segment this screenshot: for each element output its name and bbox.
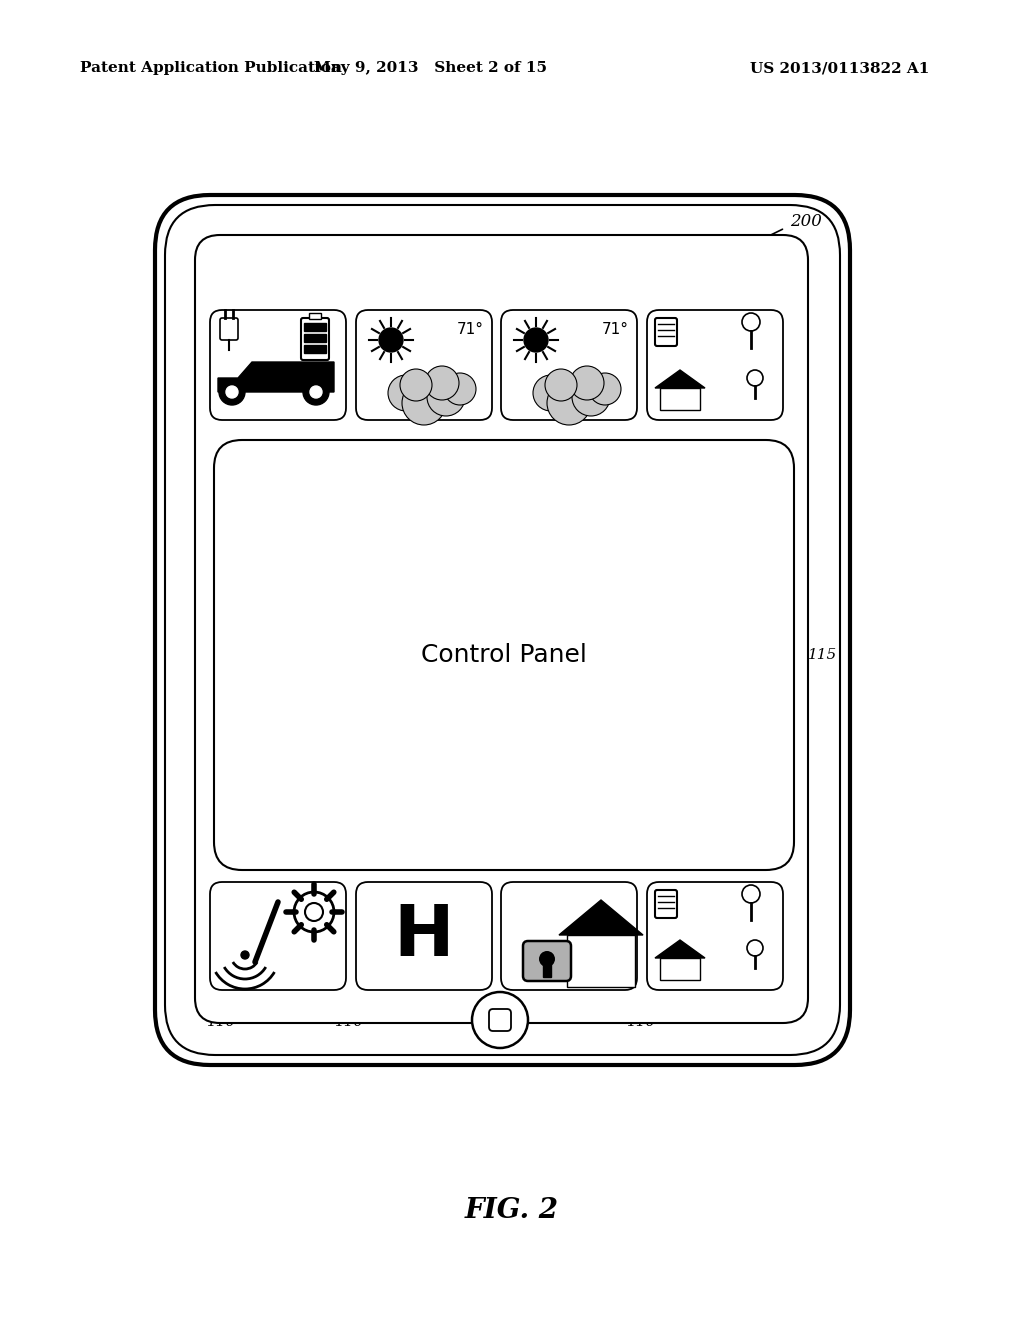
Circle shape [388, 375, 424, 411]
Text: 71°: 71° [457, 322, 484, 337]
Polygon shape [655, 940, 705, 958]
Text: 110: 110 [208, 1015, 237, 1030]
Circle shape [305, 903, 323, 921]
Circle shape [402, 381, 446, 425]
Text: Patent Application Publication: Patent Application Publication [80, 61, 342, 75]
Polygon shape [543, 960, 551, 977]
FancyBboxPatch shape [210, 882, 346, 990]
FancyBboxPatch shape [647, 882, 783, 990]
Circle shape [746, 370, 763, 385]
FancyBboxPatch shape [660, 388, 700, 411]
Text: 110: 110 [556, 248, 586, 261]
Text: US 2013/0113822 A1: US 2013/0113822 A1 [751, 61, 930, 75]
Polygon shape [304, 345, 326, 352]
FancyBboxPatch shape [220, 318, 238, 341]
Text: 110: 110 [282, 264, 311, 279]
Circle shape [539, 950, 555, 968]
Text: 110: 110 [695, 246, 724, 260]
Circle shape [310, 385, 322, 399]
Circle shape [226, 385, 238, 399]
Text: 200: 200 [790, 214, 822, 231]
Circle shape [589, 374, 621, 405]
Circle shape [534, 375, 569, 411]
FancyBboxPatch shape [210, 310, 346, 420]
FancyBboxPatch shape [356, 310, 492, 420]
FancyBboxPatch shape [647, 310, 783, 420]
Circle shape [400, 370, 432, 401]
Polygon shape [218, 362, 334, 392]
Circle shape [547, 381, 591, 425]
FancyBboxPatch shape [489, 1008, 511, 1031]
Circle shape [303, 379, 329, 405]
FancyBboxPatch shape [655, 318, 677, 346]
FancyBboxPatch shape [165, 205, 840, 1055]
Circle shape [742, 313, 760, 331]
FancyBboxPatch shape [155, 195, 850, 1065]
Text: 110: 110 [628, 1015, 656, 1030]
Text: 71°: 71° [602, 322, 629, 337]
Circle shape [427, 378, 465, 416]
Text: Control Panel: Control Panel [421, 643, 587, 667]
Circle shape [444, 374, 476, 405]
Circle shape [425, 366, 459, 400]
Text: 110: 110 [489, 1015, 518, 1030]
FancyBboxPatch shape [195, 235, 808, 1023]
Text: FIG. 2: FIG. 2 [465, 1196, 559, 1224]
FancyBboxPatch shape [501, 882, 637, 990]
Circle shape [746, 940, 763, 956]
FancyBboxPatch shape [301, 318, 329, 360]
Text: 115: 115 [808, 648, 838, 663]
Circle shape [524, 327, 548, 352]
Circle shape [545, 370, 577, 401]
Polygon shape [559, 900, 643, 935]
Circle shape [572, 378, 610, 416]
FancyBboxPatch shape [356, 882, 492, 990]
Polygon shape [304, 323, 326, 331]
Circle shape [219, 379, 245, 405]
Text: H: H [394, 902, 455, 970]
FancyBboxPatch shape [309, 313, 321, 319]
Text: 110: 110 [336, 1015, 365, 1030]
Polygon shape [655, 370, 705, 388]
Circle shape [241, 950, 249, 960]
Circle shape [379, 327, 403, 352]
FancyBboxPatch shape [660, 958, 700, 979]
Text: 110: 110 [418, 253, 447, 268]
FancyBboxPatch shape [567, 935, 635, 987]
Circle shape [570, 366, 604, 400]
Text: May 9, 2013   Sheet 2 of 15: May 9, 2013 Sheet 2 of 15 [313, 61, 547, 75]
FancyBboxPatch shape [523, 941, 571, 981]
FancyBboxPatch shape [655, 890, 677, 917]
FancyBboxPatch shape [501, 310, 637, 420]
Circle shape [472, 993, 528, 1048]
Polygon shape [304, 334, 326, 342]
Circle shape [742, 884, 760, 903]
FancyBboxPatch shape [214, 440, 794, 870]
